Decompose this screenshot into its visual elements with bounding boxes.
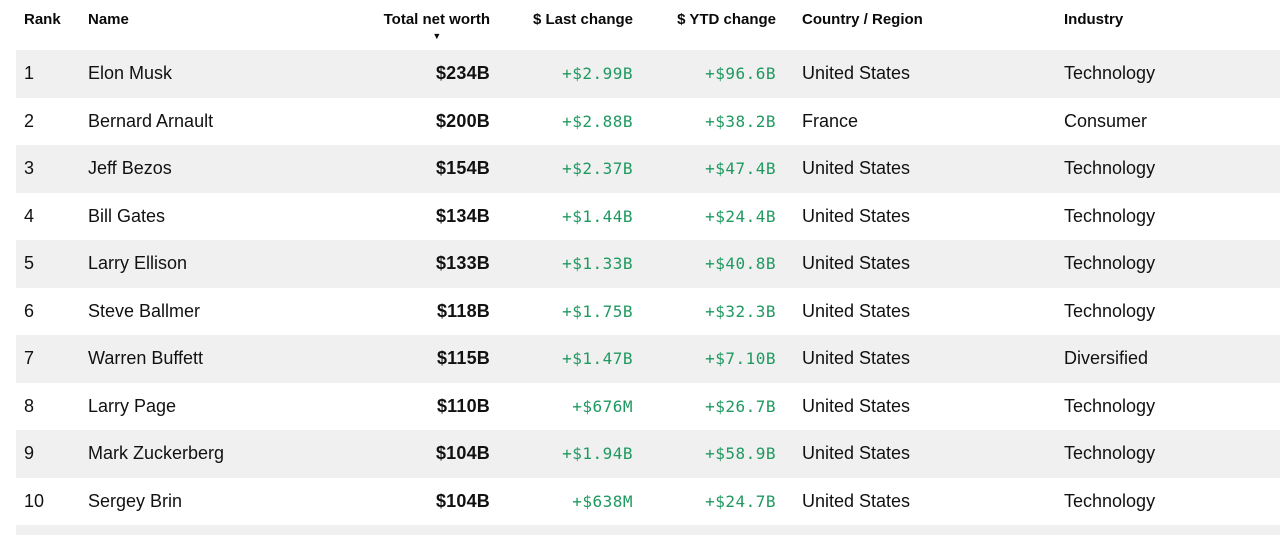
cell-industry: Technology <box>1064 395 1156 416</box>
cell-last-change: +$2.99B <box>562 64 633 84</box>
column-header-ytd-change[interactable]: $ YTD change <box>677 11 776 28</box>
table-row[interactable]: 10 Sergey Brin $104B +$638M +$24.7B United St… <box>16 478 1280 526</box>
table-row[interactable]: 1 Elon Musk $234B +$2.99B +$96.6B United Stat… <box>16 50 1280 98</box>
table-row[interactable]: 3 Jeff Bezos $154B +$2.37B +$47.4B United Sta… <box>16 145 1280 193</box>
cell-rank: 7 <box>24 348 35 369</box>
cell-name: Mark Zuckerberg <box>88 443 225 464</box>
cell-industry: Technology <box>1064 300 1156 321</box>
cell-name: Elon Musk <box>88 63 173 84</box>
cell-net-worth: $133B <box>435 253 490 274</box>
cell-name: Jeff Bezos <box>88 158 172 179</box>
cell-country: United States <box>802 253 911 274</box>
table-row[interactable]: 5 Larry Ellison $133B +$1.33B +$40.8B United … <box>16 240 1280 288</box>
cell-last-change: +$2.88B <box>562 111 633 131</box>
cell-name: Bill Gates <box>88 205 166 226</box>
column-header-country[interactable]: Country / Region <box>802 11 923 28</box>
cell-rank: 1 <box>24 63 35 84</box>
cell-net-worth: $104B <box>435 443 490 464</box>
cell-last-change: +$1.44B <box>562 206 633 226</box>
cell-rank: 9 <box>24 443 35 464</box>
column-header-net-worth[interactable]: Total net worth ▼ <box>352 0 490 50</box>
cell-rank: 10 <box>24 490 45 511</box>
cell-rank: 3 <box>24 158 35 179</box>
cell-last-change: +$676M <box>572 396 633 416</box>
cell-name: Bernard Arnault <box>88 110 214 131</box>
cell-net-worth: $200B <box>435 110 490 131</box>
cell-name: Larry Page <box>88 395 177 416</box>
cell-country: United States <box>802 348 911 369</box>
cell-name: Warren Buffett <box>88 348 204 369</box>
cell-last-change: +$2.37B <box>562 159 633 179</box>
cell-country: United States <box>802 158 911 179</box>
table-header: Rank Name Total net worth ▼ $ Last chang… <box>16 0 1280 50</box>
table-row[interactable]: 2 Bernard Arnault $200B +$2.88B +$38.2B Franc… <box>16 98 1280 146</box>
cell-ytd-change: +$58.9B <box>705 444 776 464</box>
cell-ytd-change: +$24.7B <box>705 491 776 511</box>
cell-country: United States <box>802 443 911 464</box>
cell-industry: Technology <box>1064 158 1156 179</box>
table-body: 1 Elon Musk $234B +$2.99B +$96.6B United Stat… <box>16 50 1280 535</box>
cell-net-worth: $154B <box>435 158 490 179</box>
cell-net-worth: $115B <box>436 348 490 369</box>
cell-country: United States <box>802 300 911 321</box>
cell-last-change: +$638M <box>572 491 633 511</box>
table-row[interactable]: 9 Mark Zuckerberg $104B +$1.94B +$58.9B Unite… <box>16 430 1280 478</box>
column-header-name[interactable]: Name <box>88 11 129 28</box>
cell-name: Steve Ballmer <box>88 300 201 321</box>
cell-ytd-change: +$24.4B <box>705 206 776 226</box>
sort-descending-icon: ▼ <box>432 31 442 41</box>
cell-country: United States <box>802 63 911 84</box>
cell-last-change: +$1.94B <box>562 444 633 464</box>
cell-last-change: +$1.33B <box>562 254 633 274</box>
table-row[interactable]: 4 Bill Gates $134B +$1.44B +$24.4B United Sta… <box>16 193 1280 241</box>
header-row: Rank Name Total net worth ▼ $ Last chang… <box>16 0 1280 50</box>
cell-net-worth: $104B <box>435 490 490 511</box>
cell-country: United States <box>802 490 911 511</box>
cell-ytd-change: +$38.2B <box>705 111 776 131</box>
cell-rank: 6 <box>24 300 35 321</box>
cell-rank: 2 <box>24 110 35 131</box>
cell-rank: 8 <box>24 395 35 416</box>
cell-industry: Technology <box>1064 205 1156 226</box>
cell-industry: Consumer <box>1064 110 1148 131</box>
column-header-industry[interactable]: Industry <box>1064 11 1124 28</box>
cell-rank: 5 <box>24 253 35 274</box>
cell-rank: 4 <box>24 205 35 226</box>
table-row[interactable]: 6 Steve Ballmer $118B +$1.75B +$32.3B United … <box>16 288 1280 336</box>
cell-name: Larry Ellison <box>88 253 188 274</box>
cell-empty <box>16 525 1280 535</box>
cell-ytd-change: +$26.7B <box>705 396 776 416</box>
cell-net-worth: $110B <box>436 395 490 416</box>
cell-industry: Technology <box>1064 443 1156 464</box>
cell-net-worth: $234B <box>435 63 490 84</box>
table-row-partial <box>16 525 1280 535</box>
ranking-table: Rank Name Total net worth ▼ $ Last chang… <box>16 0 1280 535</box>
table-row[interactable]: 8 Larry Page $110B +$676M +$26.7B United Stat… <box>16 383 1280 431</box>
cell-ytd-change: +$32.3B <box>705 301 776 321</box>
cell-industry: Technology <box>1064 63 1156 84</box>
cell-country: United States <box>802 205 911 226</box>
cell-last-change: +$1.75B <box>562 301 633 321</box>
cell-net-worth: $134B <box>435 205 490 226</box>
cell-ytd-change: +$47.4B <box>705 159 776 179</box>
cell-country: France <box>802 110 859 131</box>
column-header-last-change[interactable]: $ Last change <box>532 11 633 28</box>
cell-name: Sergey Brin <box>88 490 183 511</box>
table-row[interactable]: 7 Warren Buffett $115B +$1.47B +$7.10B United… <box>16 335 1280 383</box>
cell-ytd-change: +$40.8B <box>705 254 776 274</box>
cell-country: United States <box>802 395 911 416</box>
cell-industry: Technology <box>1064 490 1156 511</box>
cell-last-change: +$1.47B <box>562 349 633 369</box>
cell-ytd-change: +$7.10B <box>705 349 776 369</box>
column-header-rank[interactable]: Rank <box>24 11 61 28</box>
cell-industry: Technology <box>1064 253 1156 274</box>
cell-ytd-change: +$96.6B <box>705 64 776 84</box>
cell-net-worth: $118B <box>436 300 490 321</box>
cell-industry: Diversified <box>1064 348 1149 369</box>
column-header-net-worth-label: Total net worth <box>383 11 490 28</box>
